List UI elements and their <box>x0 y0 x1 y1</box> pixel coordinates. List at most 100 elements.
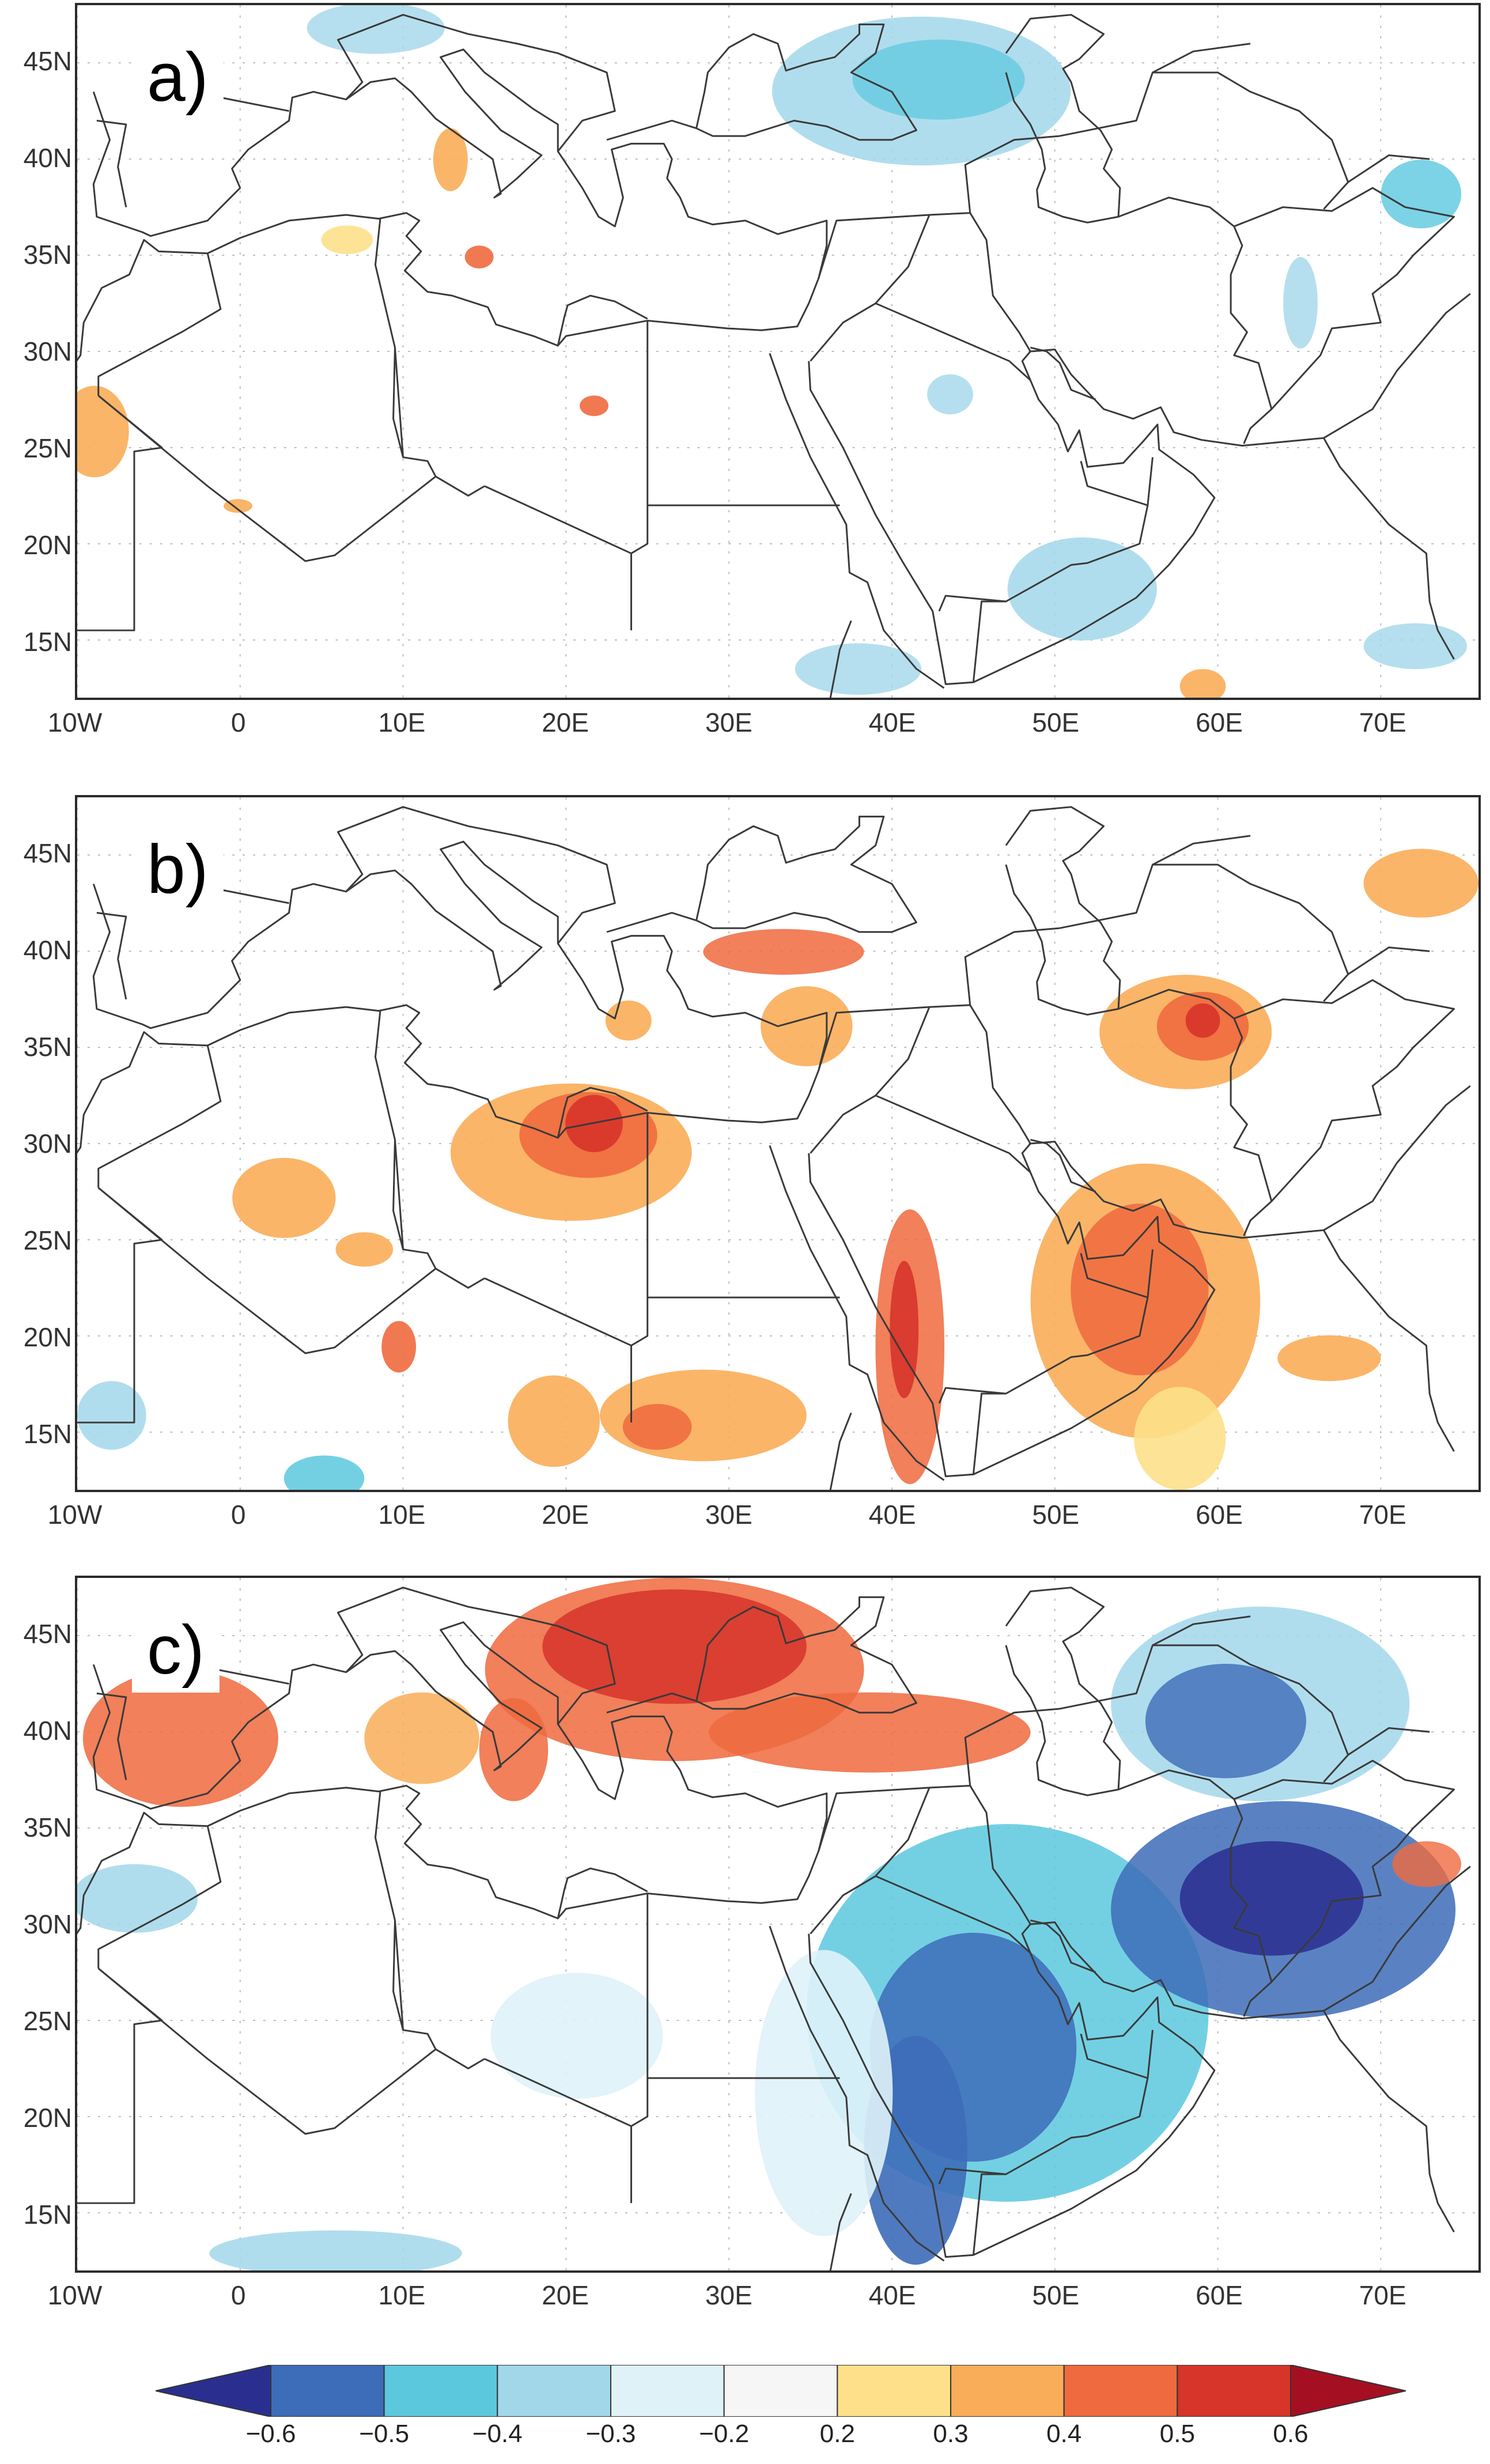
anomaly-shading <box>77 849 1478 1490</box>
coastline-segment <box>808 1921 1455 2258</box>
anomaly-blob <box>464 245 494 268</box>
lon-tick-label: 50E <box>1032 707 1080 737</box>
colorbar <box>156 2365 1406 2417</box>
coastline-segment <box>392 1920 404 2031</box>
coastline-segment <box>972 457 1154 683</box>
colorbar-cell <box>723 2365 838 2417</box>
anomaly-blob <box>1179 1841 1364 1956</box>
anomaly-blob <box>307 5 445 54</box>
map-plot-c <box>77 1578 1478 2270</box>
anomaly-blob <box>1145 1664 1306 1778</box>
coastline-segment <box>964 135 1060 213</box>
anomaly-shading <box>77 5 1468 698</box>
lat-tick-label: 35N <box>23 239 72 270</box>
anomaly-blob <box>1283 257 1318 349</box>
lon-tick-label: 60E <box>1196 2280 1243 2310</box>
coastline-segment <box>97 1967 485 2135</box>
coastline-segment <box>972 2030 1154 2255</box>
lat-tick-label: 20N <box>23 2103 72 2133</box>
coastline-segment <box>1234 1759 1455 1983</box>
colorbar-cell <box>950 2365 1065 2417</box>
colorbar-tick-label: −0.5 <box>359 2420 410 2448</box>
coastline-segment <box>97 1826 222 1969</box>
lon-tick-label: 10W <box>47 2280 103 2310</box>
coastline-segment <box>964 927 1060 1005</box>
panel-label: b) <box>132 829 224 912</box>
coastline-segment <box>769 1925 945 2262</box>
coastline-segment <box>1234 187 1455 410</box>
lon-tick-label: 30E <box>705 707 752 737</box>
coastline-segment <box>1152 1615 1251 1647</box>
anomaly-blob <box>1179 669 1226 698</box>
coastline-segment <box>375 1010 437 1269</box>
coastline-segment <box>77 1004 558 1154</box>
colorbar-cell <box>383 2365 498 2417</box>
colorbar-tick-label: −0.6 <box>245 2420 296 2448</box>
coastline-segment <box>875 1875 1031 1954</box>
coastline-segment <box>938 1387 1007 1404</box>
lon-tick-label: 30E <box>705 1500 752 1530</box>
anomaly-blob <box>1071 1203 1209 1376</box>
colorbar-cell <box>270 2365 385 2417</box>
lat-tick-label: 20N <box>23 1322 72 1353</box>
coastline-segment <box>1152 43 1251 74</box>
anomaly-blob <box>1363 849 1478 918</box>
coastline-segment <box>810 214 931 362</box>
coastline-segment <box>808 1141 1455 1478</box>
coastline-segment <box>1030 1138 1096 1193</box>
anomaly-blob <box>364 1692 479 1784</box>
lat-tick-label: 30N <box>23 1129 72 1159</box>
coastline-segment <box>375 218 437 477</box>
coastline-segment <box>606 119 697 141</box>
coastline-segment <box>1030 1919 1096 1973</box>
coastline-segment <box>484 1277 632 1346</box>
lat-tick-label: 30N <box>23 336 72 366</box>
coastline-segment <box>337 806 616 944</box>
anomaly-blob <box>1185 1003 1220 1038</box>
coastline-segment <box>1323 1865 1471 2012</box>
lat-tick-label: 25N <box>23 433 72 464</box>
coastline-segment <box>808 349 1455 686</box>
lat-tick-label: 40N <box>23 934 72 965</box>
coastline-segment <box>1347 946 1430 975</box>
coastline-segment <box>1059 71 1349 210</box>
lon-tick-label: 0 <box>230 2280 246 2310</box>
anomaly-blob <box>283 1455 365 1490</box>
lon-tick-label: 10E <box>378 707 426 737</box>
map-panel-b: b) <box>75 795 1481 1492</box>
anomaly-blob <box>232 1157 336 1238</box>
coastline-segment <box>769 1145 945 1481</box>
colorbar-cell <box>1177 2365 1292 2417</box>
coastline-segment <box>1080 1252 1148 1299</box>
lat-tick-label: 25N <box>23 2006 72 2037</box>
map-panel-c: c) <box>75 1576 1481 2273</box>
lon-tick-label: 50E <box>1032 2280 1080 2310</box>
coastline-segment <box>210 94 289 112</box>
lon-tick-label: 20E <box>542 2280 589 2310</box>
anomaly-shading <box>77 1578 1462 2270</box>
coastline-segment <box>97 1187 485 1354</box>
lat-tick-label: 40N <box>23 1715 72 1746</box>
coastline-segment <box>695 23 917 141</box>
coastline-segment <box>1323 1085 1471 1231</box>
colorbar-cell <box>497 2365 611 2417</box>
coastline-segment <box>875 1095 1031 1174</box>
colorbar-tick-label: 0.3 <box>933 2420 969 2448</box>
lat-tick-label: 15N <box>23 1419 72 1449</box>
map-plot-a <box>77 5 1478 698</box>
coastline-segment <box>484 485 632 554</box>
lon-tick-label: 40E <box>868 1500 916 1530</box>
lat-tick-label: 15N <box>23 2200 72 2230</box>
coastline-segment <box>929 1785 1031 1925</box>
lon-tick-label: 70E <box>1359 2280 1406 2310</box>
coastline-segment <box>1234 979 1455 1202</box>
coastline-segment <box>829 1412 852 1490</box>
anomaly-blob <box>1381 160 1462 229</box>
coastline-segment <box>630 320 649 631</box>
coastline-segment <box>972 1249 1154 1475</box>
coastline-borders <box>77 806 1471 1490</box>
coastline-segment <box>96 119 127 207</box>
lon-tick-label: 70E <box>1359 707 1406 737</box>
lon-tick-label: 30E <box>705 2280 752 2310</box>
coastline-segment <box>92 841 828 1139</box>
